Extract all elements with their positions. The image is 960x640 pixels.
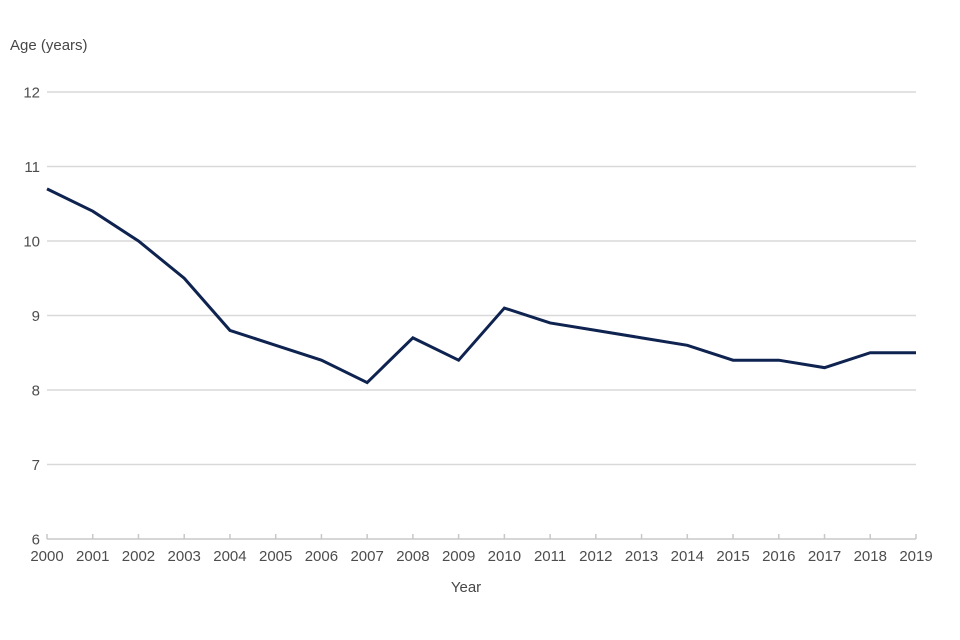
y-tick-label: 12 [23, 85, 40, 102]
x-tick-label: 2018 [854, 548, 887, 565]
x-tick-label: 2005 [259, 548, 292, 565]
x-tick-label: 2013 [625, 548, 658, 565]
y-axis-title: Age (years) [10, 37, 88, 54]
x-tick-label: 2010 [488, 548, 521, 565]
y-tick-label: 8 [32, 383, 40, 400]
x-tick-label: 2004 [213, 548, 246, 565]
x-tick-label: 2006 [305, 548, 338, 565]
x-tick-label: 2014 [671, 548, 704, 565]
x-tick-label: 2015 [716, 548, 749, 565]
y-tick-label: 10 [23, 234, 40, 251]
x-tick-label: 2007 [350, 548, 383, 565]
x-tick-label: 2011 [534, 548, 566, 565]
y-tick-label: 7 [32, 457, 40, 474]
x-axis-title: Year [450, 579, 482, 596]
x-tick-label: 2016 [762, 548, 795, 565]
age-trend-line [46, 187, 916, 385]
y-tick-label: 9 [32, 308, 40, 325]
y-tick-label: 11 [24, 159, 40, 176]
x-tick-label: 2002 [122, 548, 155, 565]
x-tick-label: 2012 [579, 548, 612, 565]
x-tick-label: 2000 [30, 548, 63, 565]
x-tick-label: 2019 [899, 548, 932, 565]
x-tick-label: 2009 [442, 548, 475, 565]
x-tick-label: 2003 [168, 548, 201, 565]
x-tick-label: 2008 [396, 548, 429, 565]
x-tick-label: 2001 [76, 548, 109, 565]
x-tick-label: 2017 [808, 548, 841, 565]
y-tick-label: 6 [32, 532, 40, 549]
